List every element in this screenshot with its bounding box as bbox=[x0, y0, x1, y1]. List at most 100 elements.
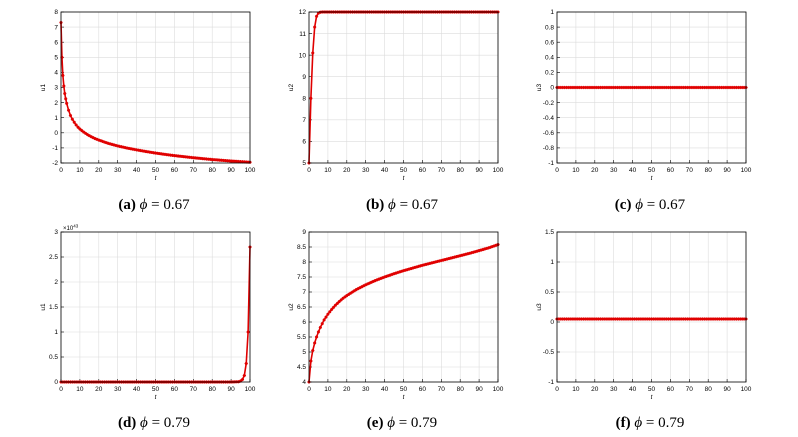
data-point bbox=[716, 85, 720, 90]
data-point bbox=[608, 85, 612, 90]
data-point bbox=[576, 85, 580, 90]
data-point bbox=[579, 85, 584, 90]
data-point bbox=[606, 317, 610, 321]
data-point bbox=[579, 317, 584, 321]
x-tick-label: 20 bbox=[591, 167, 599, 174]
data-point bbox=[153, 151, 158, 155]
data-point bbox=[309, 359, 313, 363]
data-point bbox=[83, 131, 88, 135]
data-point bbox=[574, 317, 578, 321]
x-tick-label: 40 bbox=[133, 386, 141, 393]
data-point bbox=[623, 85, 627, 90]
y-tick-label: -0.6 bbox=[543, 130, 555, 137]
data-point bbox=[150, 150, 154, 155]
x-tick-label: 40 bbox=[381, 386, 389, 393]
data-point bbox=[678, 317, 682, 321]
data-point bbox=[189, 155, 194, 160]
x-tick-label: 60 bbox=[171, 167, 179, 174]
data-point bbox=[62, 84, 66, 88]
data-point bbox=[469, 251, 474, 255]
data-point bbox=[123, 146, 127, 150]
data-point bbox=[704, 317, 708, 321]
data-point bbox=[223, 158, 228, 163]
y-tick-label: -0.4 bbox=[543, 115, 555, 122]
data-point bbox=[733, 85, 737, 90]
data-point bbox=[392, 272, 396, 276]
data-point bbox=[439, 258, 443, 263]
y-tick-label: 4.5 bbox=[297, 364, 306, 371]
caption-b: (b) ϕ = 0.67 bbox=[366, 197, 438, 214]
data-point bbox=[403, 268, 407, 272]
data-point bbox=[133, 147, 137, 152]
data-point bbox=[155, 151, 159, 155]
data-point bbox=[311, 348, 315, 353]
data-point bbox=[379, 276, 383, 281]
data-point bbox=[629, 317, 633, 321]
data-point bbox=[638, 317, 642, 321]
data-point bbox=[345, 294, 349, 298]
x-tick-label: 40 bbox=[629, 386, 637, 393]
data-point bbox=[174, 154, 178, 158]
y-tick-label: 0 bbox=[54, 379, 58, 386]
y-tick-label: 11 bbox=[299, 31, 306, 38]
x-tick-label: 30 bbox=[610, 167, 618, 174]
data-point bbox=[693, 317, 697, 321]
data-point bbox=[583, 317, 587, 321]
data-point bbox=[206, 157, 211, 161]
x-tick-label: 30 bbox=[114, 386, 122, 393]
data-point bbox=[589, 317, 593, 321]
data-point bbox=[578, 85, 582, 90]
y-tick-label: 1 bbox=[54, 115, 58, 122]
data-point bbox=[78, 127, 82, 131]
data-point bbox=[576, 317, 580, 321]
data-point bbox=[740, 85, 744, 90]
data-point bbox=[231, 159, 235, 163]
data-point bbox=[651, 317, 655, 321]
data-point bbox=[161, 152, 165, 156]
data-point bbox=[466, 252, 470, 256]
axes-frame bbox=[60, 231, 251, 383]
data-point bbox=[734, 317, 739, 321]
x-tick-label: 70 bbox=[190, 167, 198, 174]
data-point bbox=[632, 85, 637, 90]
caption-value: = 0.67 bbox=[646, 197, 686, 213]
y-tick-label: 1.5 bbox=[545, 229, 554, 236]
data-point bbox=[733, 317, 737, 321]
data-point bbox=[642, 317, 646, 321]
data-point bbox=[184, 155, 188, 159]
data-point bbox=[477, 249, 481, 253]
data-point bbox=[314, 335, 319, 339]
data-point bbox=[723, 317, 727, 321]
x-tick-label: 50 bbox=[648, 386, 656, 393]
y-tick-label: 0.8 bbox=[545, 24, 554, 31]
data-point bbox=[636, 317, 640, 321]
data-point bbox=[653, 85, 657, 90]
caption-e: (e) ϕ = 0.79 bbox=[367, 415, 437, 432]
x-axis-label: t bbox=[403, 394, 406, 401]
data-point bbox=[70, 117, 74, 121]
data-point bbox=[612, 85, 616, 90]
data-point bbox=[638, 85, 642, 90]
data-point bbox=[682, 317, 686, 321]
data-point bbox=[634, 85, 638, 90]
data-point bbox=[396, 270, 400, 275]
y-tick-label: 7 bbox=[302, 289, 306, 296]
data-point bbox=[320, 322, 324, 326]
data-point bbox=[100, 139, 105, 143]
data-point bbox=[180, 154, 184, 159]
data-point bbox=[693, 85, 697, 90]
data-point bbox=[687, 317, 691, 321]
data-point bbox=[668, 317, 672, 321]
data-point bbox=[676, 317, 680, 321]
data-point bbox=[562, 85, 567, 90]
data-point bbox=[602, 85, 606, 90]
data-point bbox=[398, 270, 402, 274]
data-point bbox=[710, 85, 714, 90]
data-point bbox=[683, 317, 688, 321]
data-point bbox=[411, 266, 415, 270]
data-point bbox=[216, 158, 220, 162]
data-point bbox=[581, 317, 586, 321]
data-point bbox=[324, 315, 328, 319]
data-point bbox=[464, 252, 468, 256]
